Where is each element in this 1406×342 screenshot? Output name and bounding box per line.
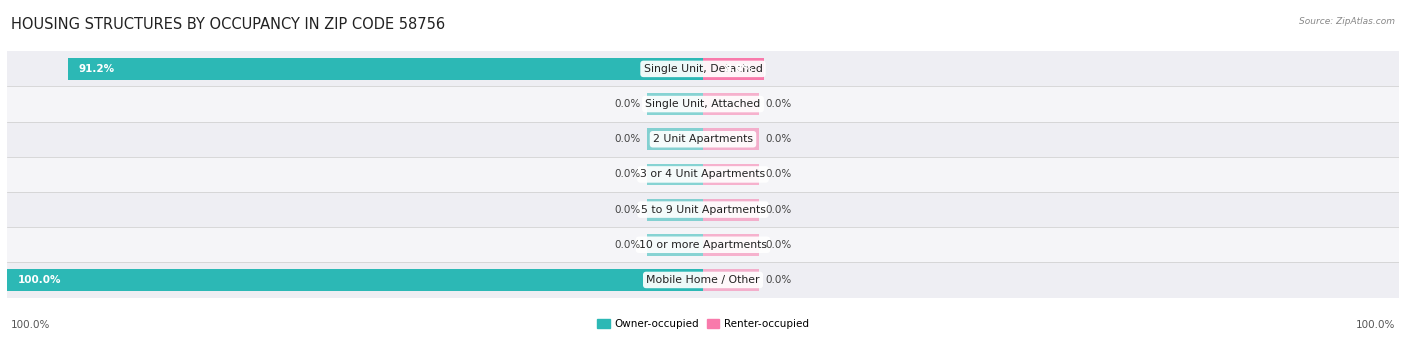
Text: 0.0%: 0.0% bbox=[766, 134, 792, 144]
Bar bbox=[7, 87, 1399, 122]
Bar bbox=[647, 163, 703, 185]
Text: 100.0%: 100.0% bbox=[1355, 320, 1395, 330]
Bar bbox=[647, 234, 703, 256]
Text: 8.8%: 8.8% bbox=[725, 64, 754, 74]
Bar bbox=[7, 51, 1399, 87]
Text: 0.0%: 0.0% bbox=[614, 99, 640, 109]
Text: 10 or more Apartments: 10 or more Apartments bbox=[638, 240, 768, 250]
Bar bbox=[703, 128, 759, 150]
Bar bbox=[7, 122, 1399, 157]
Text: 100.0%: 100.0% bbox=[17, 275, 60, 285]
Legend: Owner-occupied, Renter-occupied: Owner-occupied, Renter-occupied bbox=[593, 315, 813, 333]
Bar bbox=[647, 199, 703, 221]
Text: 0.0%: 0.0% bbox=[614, 240, 640, 250]
Text: 3 or 4 Unit Apartments: 3 or 4 Unit Apartments bbox=[641, 169, 765, 180]
Text: 0.0%: 0.0% bbox=[614, 134, 640, 144]
Text: HOUSING STRUCTURES BY OCCUPANCY IN ZIP CODE 58756: HOUSING STRUCTURES BY OCCUPANCY IN ZIP C… bbox=[11, 17, 446, 32]
Text: 2 Unit Apartments: 2 Unit Apartments bbox=[652, 134, 754, 144]
Text: 5 to 9 Unit Apartments: 5 to 9 Unit Apartments bbox=[641, 205, 765, 214]
Bar bbox=[703, 93, 759, 115]
Text: 0.0%: 0.0% bbox=[614, 169, 640, 180]
Bar bbox=[647, 128, 703, 150]
Text: 91.2%: 91.2% bbox=[79, 64, 115, 74]
Text: 0.0%: 0.0% bbox=[766, 205, 792, 214]
Text: Source: ZipAtlas.com: Source: ZipAtlas.com bbox=[1299, 17, 1395, 26]
Text: 0.0%: 0.0% bbox=[766, 169, 792, 180]
Bar bbox=[7, 227, 1399, 262]
Text: Single Unit, Detached: Single Unit, Detached bbox=[644, 64, 762, 74]
Bar bbox=[703, 163, 759, 185]
Text: Mobile Home / Other: Mobile Home / Other bbox=[647, 275, 759, 285]
Text: 0.0%: 0.0% bbox=[766, 240, 792, 250]
Bar bbox=[703, 58, 765, 80]
Bar bbox=[647, 93, 703, 115]
Text: 0.0%: 0.0% bbox=[766, 99, 792, 109]
Bar bbox=[7, 157, 1399, 192]
Bar bbox=[7, 192, 1399, 227]
Text: 0.0%: 0.0% bbox=[614, 205, 640, 214]
Bar bbox=[7, 269, 703, 291]
Text: 0.0%: 0.0% bbox=[766, 275, 792, 285]
Text: 100.0%: 100.0% bbox=[11, 320, 51, 330]
Bar bbox=[703, 269, 759, 291]
Bar bbox=[69, 58, 703, 80]
Bar bbox=[703, 199, 759, 221]
Text: Single Unit, Attached: Single Unit, Attached bbox=[645, 99, 761, 109]
Bar bbox=[703, 234, 759, 256]
Bar bbox=[7, 262, 1399, 298]
